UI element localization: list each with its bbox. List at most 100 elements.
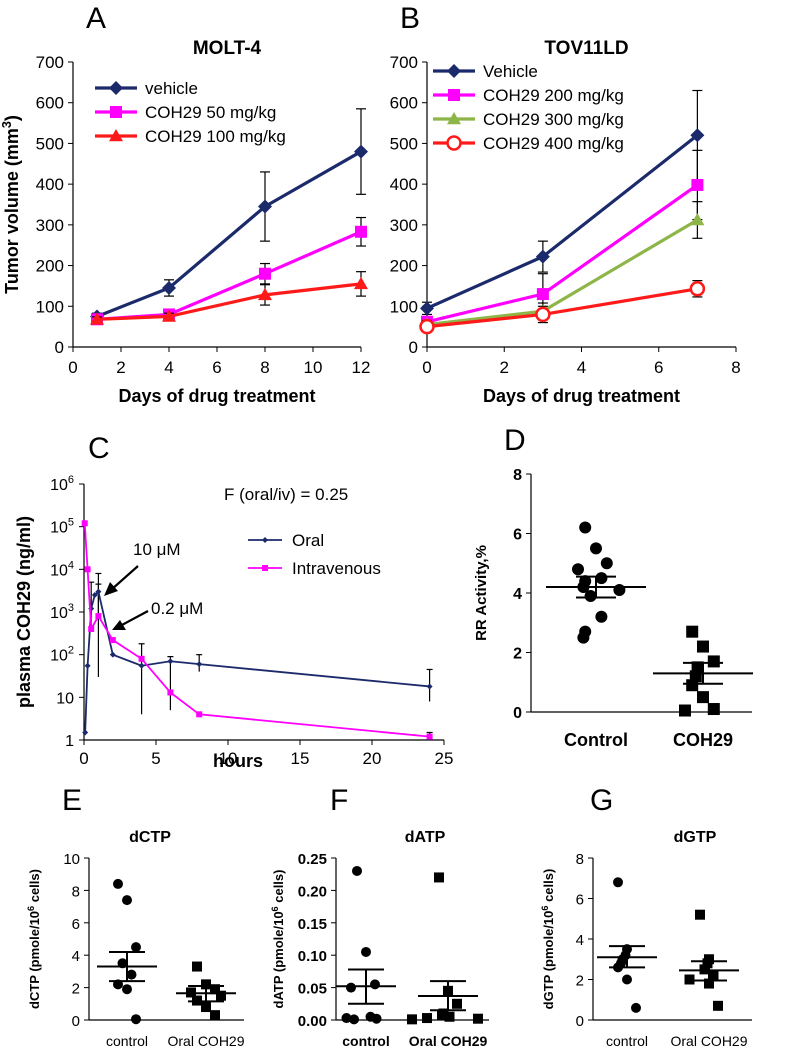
series-0	[420, 89, 705, 316]
data-point	[126, 969, 137, 980]
y-tick-exp: 5	[68, 517, 74, 529]
data-point	[88, 625, 95, 632]
category-label: Oral COH29	[670, 1033, 747, 1049]
data-point	[84, 566, 91, 573]
data-point	[162, 280, 176, 295]
panel-letter-e: E	[62, 784, 82, 817]
data-point	[707, 703, 720, 716]
data-point	[699, 964, 710, 975]
category-label: control	[606, 1033, 648, 1049]
data-point	[434, 872, 444, 883]
data-point	[167, 689, 174, 696]
series-1	[91, 216, 367, 326]
data-point	[697, 691, 709, 704]
category-label: control	[106, 1033, 148, 1049]
y-axis-label: RR Activity,%	[473, 545, 490, 641]
y-tick-label: 10	[56, 690, 74, 707]
y-axis-label-end: cells)	[541, 869, 556, 906]
legend-marker	[262, 537, 268, 543]
x-tick-label: 0	[422, 358, 431, 377]
y-tick-label: 0	[513, 705, 522, 722]
y-axis-label-end: )	[2, 115, 22, 121]
y-axis-label: dATP (pmole/106 cells)	[270, 870, 286, 1009]
legend-marker	[109, 81, 123, 95]
y-tick-label: 0.15	[298, 916, 327, 933]
x-axis-label: Days of drug treatment	[483, 386, 680, 406]
data-point	[361, 946, 371, 957]
series-0	[82, 588, 433, 736]
data-point	[684, 974, 695, 985]
data-point	[258, 287, 272, 301]
category-label: Control	[564, 730, 628, 750]
y-tick-label: 600	[390, 94, 418, 113]
x-tick-label: 25	[435, 749, 454, 768]
y-tick-label: 2	[576, 973, 584, 990]
data-point	[407, 1014, 417, 1025]
y-tick-base: 10	[56, 690, 74, 707]
data-point	[355, 225, 367, 238]
data-point	[690, 212, 705, 226]
data-point	[131, 942, 141, 953]
annotation-0-2um: 0.2 μM	[151, 599, 203, 618]
data-point	[81, 520, 88, 527]
y-axis-label-sup: 6	[26, 906, 36, 911]
y-tick-label: 104	[50, 559, 74, 579]
y-tick-label: 500	[36, 134, 64, 153]
data-point	[196, 661, 203, 668]
legend-marker	[109, 129, 123, 142]
panel-letter-f: F	[330, 784, 348, 817]
panel-letter-g: G	[590, 784, 613, 817]
category-label: COH29	[673, 730, 733, 750]
chart-panel-b: 0 100 200 300 400 500 600 700 0 2 4 6 8 TOV11LD Days o…	[390, 38, 741, 406]
arrow-10um	[110, 565, 139, 591]
data-point	[707, 655, 720, 668]
y-axis-label: dGTP (pmole/106 cells)	[540, 869, 556, 1010]
y-tick-label: 400	[390, 175, 418, 194]
panel-letter-a: A	[86, 2, 106, 35]
data-point	[535, 249, 550, 264]
series-line	[96, 230, 362, 321]
data-point	[613, 584, 626, 597]
y-tick-label: 6	[72, 916, 80, 933]
y-axis-label-end: cells)	[27, 869, 42, 906]
y-tick-label: 105	[50, 517, 74, 537]
data-point	[138, 662, 145, 669]
x-tick-label: 4	[164, 358, 173, 377]
data-point	[536, 288, 549, 301]
y-tick-label: 0.10	[298, 948, 327, 965]
x-axis-label: hours	[213, 751, 263, 771]
y-tick-label: 200	[390, 257, 418, 276]
data-point	[426, 733, 433, 740]
y-axis-label-main: Tumor volume (mm	[2, 128, 22, 294]
data-point	[109, 637, 116, 644]
data-point	[704, 978, 714, 989]
legend-label: COH29 200 mg/kg	[483, 86, 624, 105]
category-label: Oral COH29	[409, 1033, 488, 1049]
data-point	[201, 979, 211, 990]
x-tick-label: 8	[260, 358, 269, 377]
data-point	[590, 542, 602, 555]
legend-marker	[448, 89, 460, 101]
chart-title: dGTP	[674, 829, 717, 846]
y-tick-label: 1	[65, 733, 74, 750]
data-point	[437, 1009, 447, 1020]
data-point	[370, 979, 380, 990]
x-tick-label: 2	[500, 358, 509, 377]
legend-marker	[262, 565, 268, 571]
data-point	[689, 281, 706, 297]
data-point	[595, 610, 608, 623]
y-tick-label: 6	[513, 527, 522, 544]
y-axis-label-main: dATP (pmole/10	[271, 911, 286, 1008]
y-tick-label: 600	[36, 94, 64, 113]
x-tick-label: 10	[304, 358, 323, 377]
data-point	[686, 679, 699, 692]
y-tick-base: 10	[50, 648, 68, 665]
data-point	[452, 998, 462, 1009]
data-point	[346, 982, 356, 993]
y-tick-label: 6	[576, 892, 584, 909]
y-tick-label: 0.00	[298, 1013, 327, 1030]
data-point	[201, 1002, 211, 1013]
data-point	[354, 144, 368, 159]
